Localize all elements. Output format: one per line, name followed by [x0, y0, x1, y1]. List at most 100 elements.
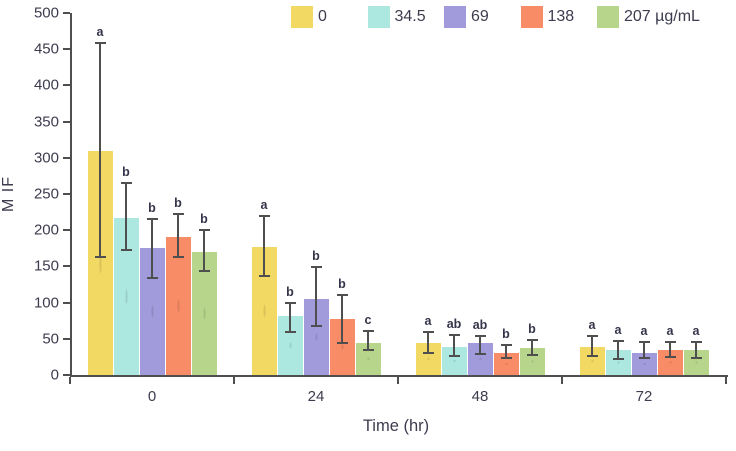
significance-letter: b	[312, 249, 320, 264]
error-bar-cap-top	[690, 341, 702, 344]
y-axis-line	[70, 13, 72, 375]
y-axis-title: M IF	[0, 176, 17, 212]
y-tick	[63, 265, 70, 268]
error-bar-cap-top	[198, 229, 210, 232]
error-bar-line	[479, 335, 481, 354]
error-bar-cap-bottom	[284, 330, 296, 333]
y-tick	[63, 84, 70, 87]
significance-letter: b	[502, 327, 510, 342]
error-bar-line	[427, 331, 429, 354]
error-bar-line	[151, 218, 153, 278]
error-bar-cap-top	[474, 334, 486, 337]
y-tick-label: 0	[50, 366, 59, 384]
error-bar-line	[643, 342, 645, 359]
y-tick-label: 300	[33, 149, 59, 167]
significance-letter: a	[588, 317, 596, 332]
legend-label: 69	[471, 8, 489, 25]
legend-label: 0	[318, 8, 327, 25]
significance-letter: a	[96, 24, 104, 39]
legend: 0 34.5 69 138 207 µg/mL	[291, 6, 700, 28]
y-tick	[63, 301, 70, 304]
significance-letter: c	[364, 312, 372, 327]
error-bar-cap-top	[586, 334, 598, 337]
x-tick	[233, 377, 235, 384]
y-tick-label: 150	[33, 257, 59, 275]
x-axis-title: Time (hr)	[362, 417, 430, 435]
legend-swatch-icon	[291, 6, 313, 28]
y-tick	[63, 374, 70, 376]
legend-item-4: 207 µg/mL	[597, 6, 700, 28]
error-bar-line	[695, 342, 697, 359]
y-tick	[63, 337, 70, 340]
error-bar-cap-bottom	[198, 270, 210, 273]
significance-letter: b	[528, 321, 536, 336]
error-bar-cap-bottom	[146, 276, 158, 279]
error-bar-cap-top	[612, 339, 624, 342]
error-bar-cap-top	[664, 340, 676, 343]
legend-swatch-icon	[597, 6, 619, 28]
significance-letter: b	[174, 196, 182, 211]
legend-swatch-icon	[444, 6, 466, 28]
error-bar-cap-top	[284, 301, 296, 304]
error-bar-cap-bottom	[474, 353, 486, 355]
significance-letter: a	[666, 323, 674, 338]
error-bar-cap-top	[94, 41, 106, 44]
error-bar-cap-bottom	[526, 353, 538, 356]
y-tick	[63, 193, 70, 195]
legend-item-3: 138	[520, 6, 598, 28]
x-tick	[725, 377, 727, 384]
significance-letter: a	[424, 313, 432, 328]
error-bar-line	[315, 267, 317, 327]
bar-72hr-series-2	[631, 352, 657, 375]
error-bar-cap-top	[362, 329, 374, 332]
bar-24hr-series-0	[251, 246, 277, 375]
y-tick	[63, 12, 70, 14]
x-tick	[397, 377, 399, 384]
y-tick	[63, 120, 70, 123]
significance-letter: a	[614, 322, 622, 337]
x-tick-label: 0	[147, 388, 157, 405]
bar-0hr-series-4	[191, 251, 217, 375]
x-tick-label: 24	[307, 388, 325, 405]
significance-letter: b	[338, 277, 346, 292]
error-bar-cap-bottom	[310, 325, 322, 328]
y-tick-label: 450	[33, 40, 59, 58]
error-bar-line	[341, 295, 343, 344]
legend-label: 207 µg/mL	[624, 8, 700, 25]
error-bar-cap-top	[500, 344, 512, 347]
y-tick-label: 500	[33, 4, 59, 22]
error-bar-line	[367, 330, 369, 351]
error-bar-line	[505, 345, 507, 358]
error-bar-cap-top	[146, 217, 158, 220]
bar-48hr-series-3	[493, 352, 519, 375]
y-tick-label: 200	[33, 221, 59, 239]
error-bar-cap-bottom	[258, 274, 270, 277]
significance-letter: b	[148, 200, 156, 215]
y-tick-label: 100	[33, 294, 59, 312]
error-bar-cap-bottom	[362, 349, 374, 352]
error-bar-line	[263, 215, 265, 276]
error-bar-line	[177, 214, 179, 257]
significance-letter: ab	[472, 317, 488, 332]
error-bar-cap-top	[638, 341, 650, 344]
legend-item-1: 34.5	[367, 6, 445, 28]
bar-24hr-series-2	[303, 298, 329, 375]
error-bar-line	[289, 302, 291, 332]
error-bar-line	[669, 341, 671, 357]
legend-item-2: 69	[444, 6, 521, 28]
x-tick-label: 48	[471, 388, 489, 405]
error-bar-cap-top	[310, 266, 322, 269]
error-bar-cap-bottom	[336, 342, 348, 345]
error-bar-line	[99, 42, 101, 257]
legend-label: 34.5	[394, 8, 426, 25]
error-bar-cap-bottom	[94, 255, 106, 258]
y-tick-label: 250	[33, 185, 59, 203]
error-bar-cap-top	[526, 338, 538, 341]
error-bar-cap-bottom	[120, 249, 132, 252]
legend-swatch-icon	[520, 6, 543, 28]
error-bar-cap-bottom	[638, 357, 650, 360]
significance-letter: b	[286, 284, 294, 299]
error-bar-line	[203, 230, 205, 272]
error-bar-line	[125, 183, 127, 251]
